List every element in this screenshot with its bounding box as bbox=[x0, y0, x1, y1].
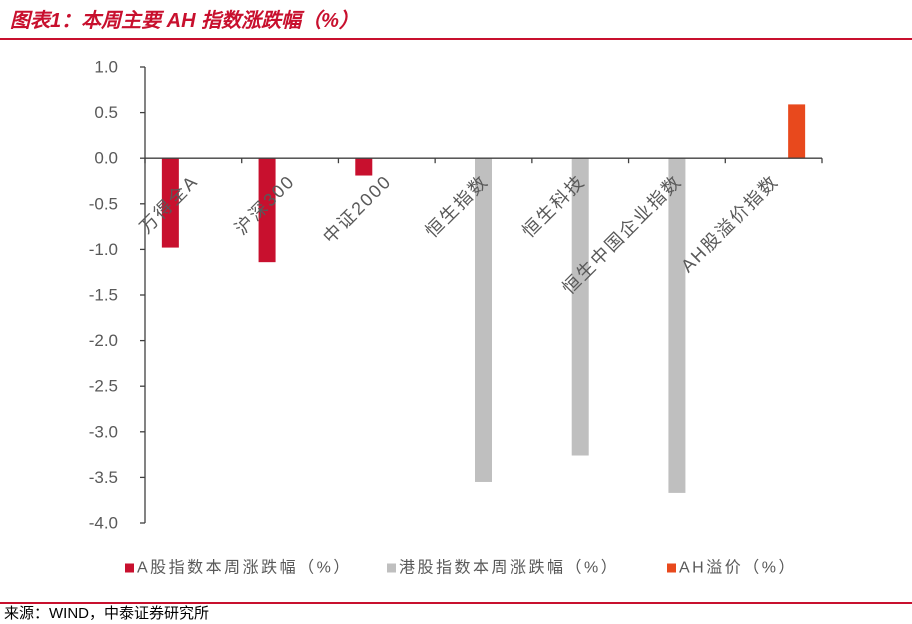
hk-change-bar-5 bbox=[668, 158, 686, 493]
x-category-label: 中证2000 bbox=[319, 171, 395, 247]
legend-label: AH溢价（%） bbox=[679, 559, 797, 577]
legend-swatch bbox=[387, 563, 396, 573]
ah-premium-bar-6 bbox=[788, 104, 806, 159]
x-category-label: AH股溢价指数 bbox=[677, 171, 782, 276]
hk-change-bar-3 bbox=[475, 158, 492, 482]
y-tick-label: 0.5 bbox=[94, 103, 118, 122]
y-tick-label: 0.0 bbox=[94, 149, 118, 168]
a-share-change-bar-1 bbox=[258, 158, 276, 263]
legend-label: 港股指数本周涨跌幅（%） bbox=[399, 559, 619, 577]
figure-title: 图表1：本周主要 AH 指数涨跌幅（%） bbox=[10, 10, 359, 32]
hk-change-bar-4 bbox=[571, 158, 589, 456]
legend-swatch bbox=[667, 563, 676, 573]
y-tick-label: -2.5 bbox=[89, 377, 118, 396]
y-tick-label: 1.0 bbox=[94, 58, 118, 77]
y-tick-label: -3.5 bbox=[89, 468, 118, 487]
a-share-change-bar-0 bbox=[161, 158, 179, 248]
y-tick-label: -0.5 bbox=[89, 194, 118, 213]
y-tick-label: -1.0 bbox=[89, 240, 118, 259]
a-share-change-bar-2 bbox=[355, 158, 373, 176]
y-tick-label: -4.0 bbox=[89, 514, 118, 533]
legend-label: A股指数本周涨跌幅（%） bbox=[137, 559, 352, 577]
source-note: 来源：WIND，中泰证券研究所 bbox=[4, 605, 209, 622]
y-tick-label: -1.5 bbox=[89, 286, 118, 305]
source-divider bbox=[0, 602, 912, 604]
y-tick-label: -2.0 bbox=[89, 331, 118, 350]
title-divider bbox=[0, 38, 912, 40]
legend-swatch bbox=[125, 563, 134, 573]
y-tick-label: -3.0 bbox=[89, 422, 118, 441]
